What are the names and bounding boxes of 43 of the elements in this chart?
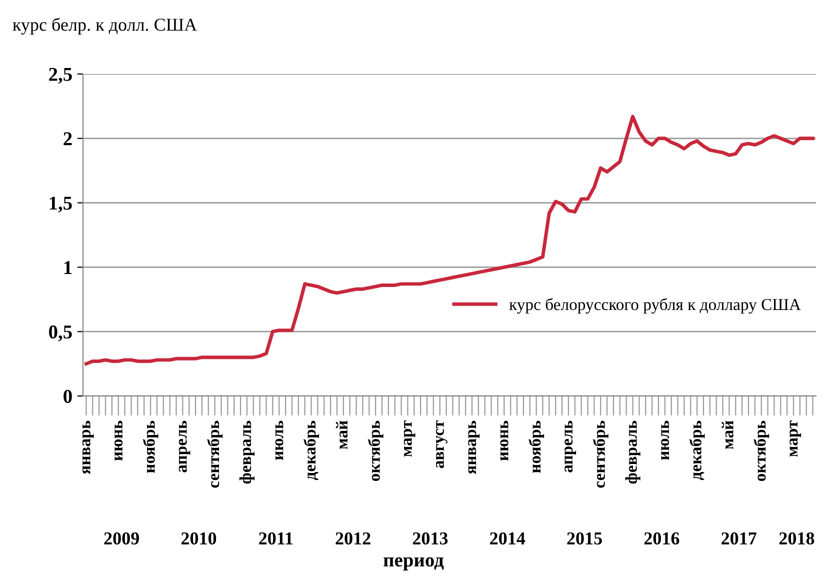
x-tick-label: июнь	[500, 420, 508, 461]
text: 2015	[567, 532, 602, 545]
y-tick-label: 0,5	[49, 325, 72, 342]
y-tick-label: 1	[64, 261, 72, 274]
x-tick-label: декабрь	[689, 420, 705, 480]
y-tick-label: 2	[64, 132, 72, 146]
x-tick-label: апрель	[564, 420, 576, 472]
x-tick-label: август	[436, 420, 448, 468]
x-tick-label: октябрь	[368, 420, 384, 481]
x-tick-label: март	[404, 420, 416, 457]
text: 2016	[644, 532, 680, 545]
x-tick-label: июль	[661, 420, 670, 460]
x-tick-label: апрель	[178, 420, 190, 472]
y-tick-label: 1,5	[50, 196, 72, 213]
y-tick-label: 0	[64, 390, 72, 403]
x-tick-label: июнь	[114, 420, 123, 461]
x-tick-label: октябрь	[754, 420, 770, 481]
x-tick-label: сентябрь	[207, 420, 223, 488]
x-tick-label: ноябрь	[528, 420, 544, 473]
x-axis-title: период	[384, 557, 444, 571]
text: 2013	[412, 532, 448, 545]
text: 2018	[779, 532, 814, 545]
text: 2010	[181, 532, 216, 545]
y-axis-title: курс белр. к долл. США	[12, 18, 197, 35]
y-tick-label: 2,5	[49, 68, 72, 84]
x-tick-label: сентябрь	[592, 420, 608, 488]
x-tick-label: март	[790, 420, 802, 457]
legend-label: курс белорусского рубля к доллару США	[509, 298, 801, 314]
text: 2011	[259, 532, 293, 545]
x-tick-label: февраль	[625, 420, 640, 484]
text: 2014	[490, 532, 526, 545]
x-tick-label: февраль	[239, 420, 255, 484]
text: 2017	[722, 532, 756, 545]
text: 2009	[104, 532, 139, 545]
x-tick-label: декабрь	[304, 420, 319, 480]
x-tick-label: май	[722, 420, 734, 450]
x-tick-label: январь	[82, 420, 94, 474]
line-series	[84, 114, 815, 366]
x-tick-label: июль	[275, 420, 284, 460]
x-tick-label: май	[336, 420, 348, 450]
text: 2012	[336, 532, 370, 545]
x-tick-label: январь	[468, 420, 480, 474]
x-tick-label: ноябрь	[142, 420, 158, 473]
